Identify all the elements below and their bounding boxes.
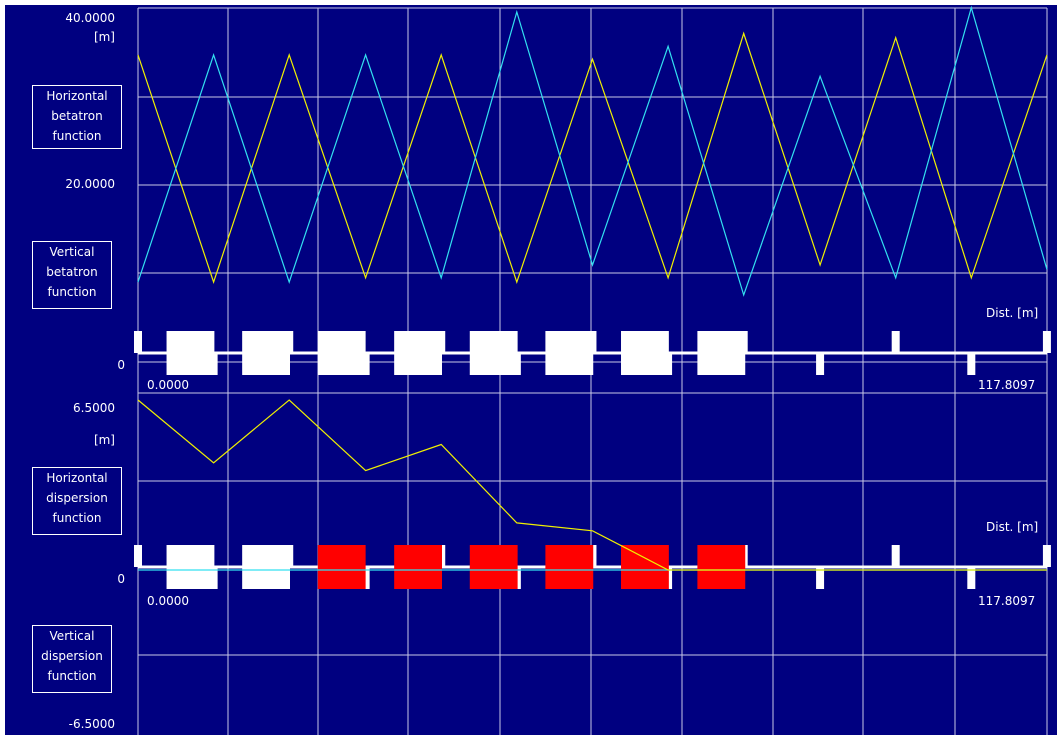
dipole-magnet <box>242 545 291 589</box>
top-s-end-label: 117.8097 <box>978 378 1036 392</box>
horizontal-dispersion-box: Horizontal dispersion function <box>32 467 122 535</box>
bottom-dist-label: Dist. [m] <box>986 520 1039 534</box>
dipole-magnet <box>394 331 443 375</box>
dipole-magnet <box>621 545 669 589</box>
box-line: function <box>47 669 97 683</box>
dipole-magnet <box>697 331 746 375</box>
horizontal-betatron-curve <box>137 31 1048 285</box>
top-curves <box>137 5 1048 297</box>
vertical-betatron-curve <box>137 5 1048 297</box>
defocusing-quad-marker <box>967 353 976 375</box>
dipole-magnet <box>166 331 215 375</box>
dipole-magnet <box>317 331 366 375</box>
dipole-magnet <box>697 545 746 589</box>
defocusing-quad-marker <box>967 567 976 589</box>
defocusing-quad-marker <box>361 567 370 589</box>
bottom-curves <box>137 399 1047 571</box>
box-line: Horizontal <box>46 471 108 485</box>
bottom-zero-label: 0 <box>117 572 125 586</box>
focusing-quad-marker <box>891 331 900 353</box>
defocusing-quad-marker <box>361 353 370 375</box>
top-zero-label: 0 <box>117 358 125 372</box>
defocusing-quad-marker <box>816 567 825 589</box>
box-line: dispersion <box>46 491 108 505</box>
bottom-s-end-label: 117.8097 <box>978 594 1036 608</box>
box-line: Vertical <box>49 629 95 643</box>
defocusing-quad-marker <box>816 353 825 375</box>
dipole-magnet <box>469 545 518 589</box>
box-line: function <box>52 129 102 143</box>
bottom-s-start-label: 0.0000 <box>147 594 189 608</box>
focusing-quad-marker <box>1042 545 1051 567</box>
top-y-mid-label: 20.0000 <box>65 177 115 191</box>
bottom-lattice <box>134 545 1051 589</box>
box-line: function <box>52 511 102 525</box>
dipole-magnet <box>545 545 594 589</box>
box-line: function <box>47 285 97 299</box>
bottom-unit-label: [m] <box>93 433 115 447</box>
bottom-y-max-label: 6.5000 <box>73 401 115 415</box>
top-lattice <box>134 331 1051 375</box>
box-line: betatron <box>51 109 103 123</box>
top-y-max-label: 40.0000 <box>65 11 115 25</box>
box-line: Horizontal <box>46 89 108 103</box>
dipole-magnet <box>545 331 594 375</box>
focusing-quad-marker <box>891 545 900 567</box>
focusing-quad-marker <box>134 331 142 353</box>
top-dist-label: Dist. [m] <box>986 306 1039 320</box>
dipole-magnet <box>166 545 215 589</box>
horizontal-dispersion-curve <box>137 399 1047 571</box>
focusing-quad-marker <box>1042 331 1051 353</box>
box-line: Vertical <box>49 245 95 259</box>
dipole-magnet <box>242 331 291 375</box>
dipole-magnet <box>317 545 366 589</box>
dipole-magnet <box>469 331 518 375</box>
vertical-dispersion-box: Vertical dispersion function <box>32 625 112 693</box>
plot-background <box>5 5 1057 735</box>
top-s-start-label: 0.0000 <box>147 378 189 392</box>
box-line: dispersion <box>41 649 103 663</box>
top-unit-label: [m] <box>93 30 115 44</box>
horizontal-betatron-box: Horizontal betatron function <box>32 85 122 149</box>
dipole-magnet <box>394 545 443 589</box>
dipole-magnet <box>621 331 669 375</box>
box-line: betatron <box>46 265 98 279</box>
vertical-betatron-box: Vertical betatron function <box>32 241 112 309</box>
bottom-y-min-label: -6.5000 <box>68 717 115 731</box>
focusing-quad-marker <box>134 545 142 567</box>
